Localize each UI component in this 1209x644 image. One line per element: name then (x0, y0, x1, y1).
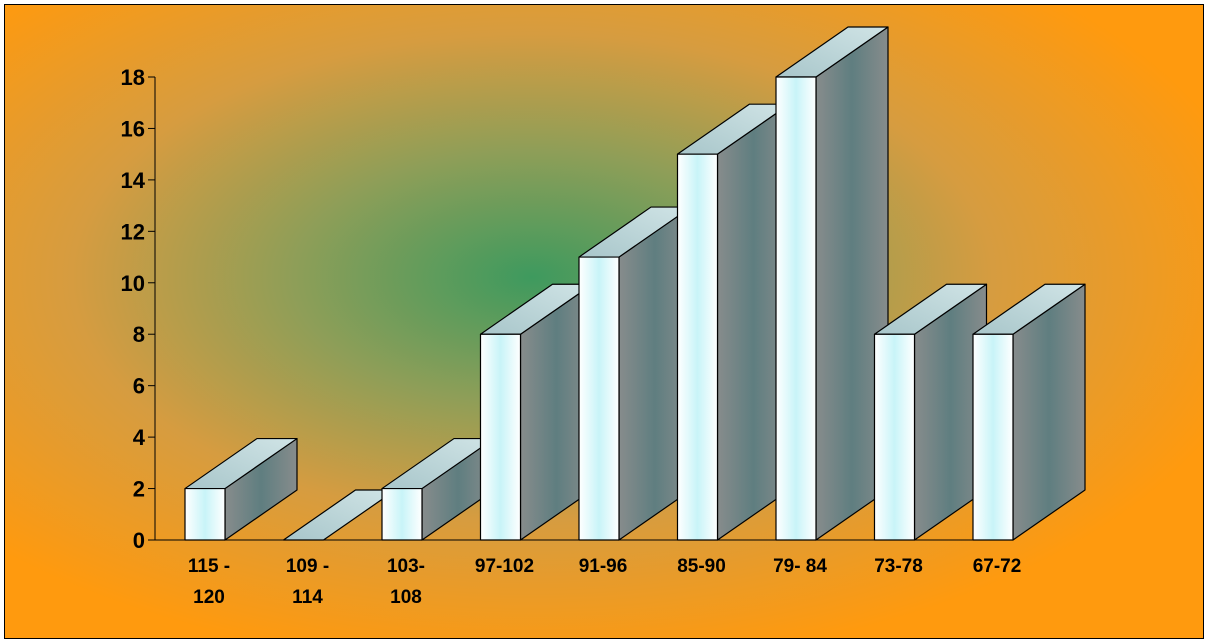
x-category-label: 115 - 120 (188, 556, 230, 608)
bar (972, 283, 1086, 541)
bar-front (381, 487, 423, 541)
y-tick-label: 10 (121, 271, 145, 296)
bar (873, 283, 988, 541)
bar-front (972, 333, 1014, 541)
bar (184, 437, 298, 541)
x-category-label: 85-90 (677, 556, 726, 577)
bar (775, 26, 889, 541)
bar-front (184, 487, 226, 541)
x-category-label-line: 67-72 (973, 556, 1022, 577)
x-category-label-line: 91-96 (579, 556, 628, 577)
bar (578, 206, 692, 541)
x-category-label-line: 79- 84 (773, 556, 827, 577)
x-category-label-line: 109 - (286, 556, 329, 577)
x-category-labels: 115 - 120 109 - 114 103- 108 97-102 91-96 85-90 7… (188, 556, 1021, 608)
x-category-label: 73-78 (874, 556, 923, 577)
bar-chart: 0 2 4 6 8 10 12 14 16 18 115 - 120 109 - 114 103- 108 9… (5, 5, 1203, 638)
x-category-label: 79- 84 (773, 556, 827, 577)
bar-front (676, 153, 719, 541)
x-category-label-line: 103- (387, 556, 425, 577)
bar-front (578, 256, 620, 541)
x-category-label: 109 - 114 (286, 556, 329, 608)
y-tick-label: 2 (133, 477, 145, 502)
bar-front (775, 76, 817, 541)
y-tick-labels: 0 2 4 6 8 10 12 14 16 18 (121, 65, 146, 553)
x-category-label: 103- 108 (387, 556, 425, 608)
bar-front (479, 333, 522, 541)
y-tick-label: 4 (133, 425, 146, 450)
bar-front (873, 333, 916, 541)
x-category-label-line: 85-90 (677, 556, 726, 577)
bar (676, 103, 791, 541)
y-tick-label: 0 (133, 528, 145, 553)
bars-layer (184, 26, 1086, 541)
y-tick-label: 8 (133, 322, 145, 347)
y-tick-label: 14 (121, 168, 146, 193)
x-category-label-line: 97-102 (475, 556, 534, 577)
x-category-label-line: 120 (193, 587, 225, 608)
bar (479, 283, 594, 541)
y-tick-label: 12 (121, 219, 145, 244)
x-category-label: 97-102 (475, 556, 534, 577)
y-tick-label: 6 (133, 374, 145, 399)
chart-frame: 0 2 4 6 8 10 12 14 16 18 115 - 120 109 - 114 103- 108 9… (4, 4, 1204, 639)
x-category-label-line: 114 (292, 587, 323, 608)
x-category-label-line: 115 - (188, 556, 230, 577)
x-category-label: 91-96 (579, 556, 628, 577)
y-tick-label: 18 (121, 65, 145, 90)
x-category-label: 67-72 (973, 556, 1022, 577)
y-tick-label: 16 (121, 116, 145, 141)
x-category-label-line: 73-78 (874, 556, 923, 577)
x-category-label-line: 108 (390, 587, 422, 608)
